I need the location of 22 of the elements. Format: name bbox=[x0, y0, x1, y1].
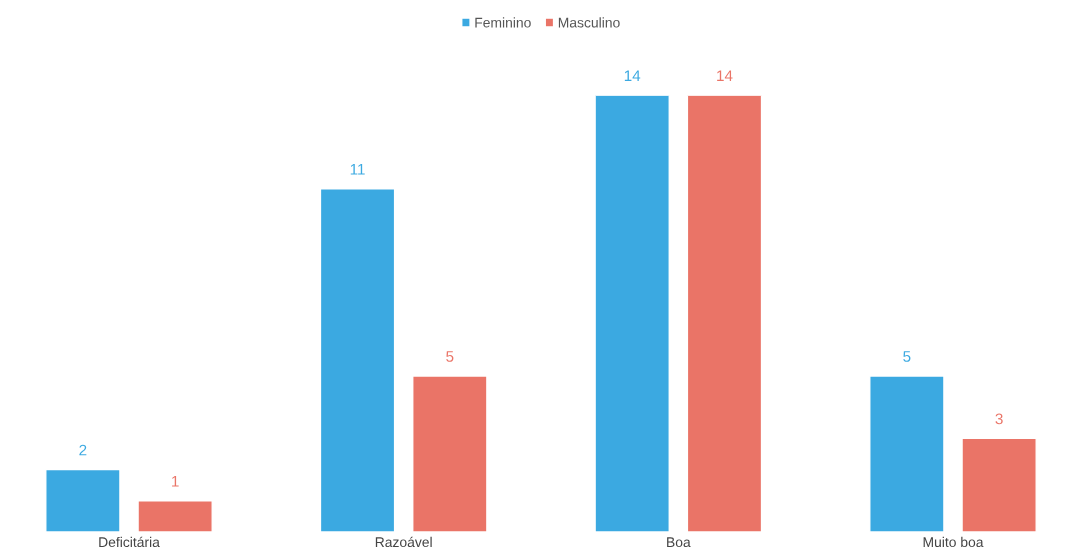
bar bbox=[319, 188, 396, 532]
bar bbox=[594, 95, 670, 532]
data-label: 3 bbox=[995, 413, 1003, 425]
bar bbox=[45, 468, 121, 532]
bar bbox=[686, 95, 763, 532]
data-label: 5 bbox=[446, 351, 454, 362]
legend-label: Feminino bbox=[475, 17, 531, 28]
data-label: 14 bbox=[624, 70, 641, 81]
x-tick-label: Deficitária bbox=[99, 536, 160, 548]
bar bbox=[412, 375, 488, 532]
bar bbox=[961, 437, 1037, 532]
x-tick-label: Boa bbox=[667, 537, 691, 548]
legend-label: Masculino bbox=[558, 17, 620, 28]
data-label: 2 bbox=[79, 444, 87, 456]
data-label: 5 bbox=[903, 351, 911, 362]
x-tick-label: Razoável bbox=[375, 536, 432, 548]
data-label: 1 bbox=[172, 476, 179, 487]
x-tick-label: Muito boa bbox=[923, 536, 984, 548]
data-label: 11 bbox=[350, 164, 365, 175]
data-label: 14 bbox=[717, 70, 733, 81]
bar bbox=[869, 375, 945, 532]
bar bbox=[137, 500, 213, 532]
